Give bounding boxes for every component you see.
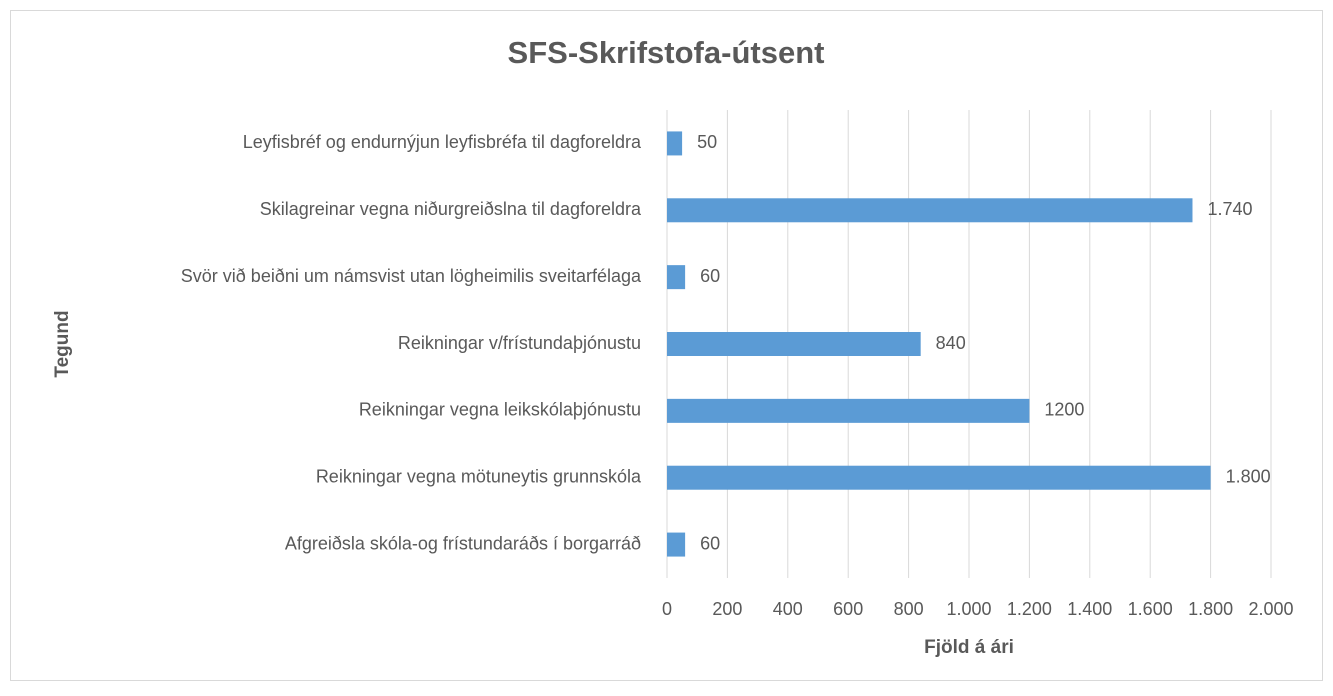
y-tick-label: Skilagreinar vegna niðurgreiðslna til da… xyxy=(260,199,642,219)
x-tick-label: 1.000 xyxy=(946,599,991,619)
bar xyxy=(667,265,686,290)
y-axis-title: Tegund xyxy=(52,310,73,377)
bar xyxy=(667,398,1030,423)
y-tick-label: Reikningar vegna leikskólaþjónustu xyxy=(359,400,641,420)
bar xyxy=(667,131,683,156)
value-label: 1200 xyxy=(1044,400,1084,420)
y-tick-label: Reikningar vegna mötuneytis grunnskóla xyxy=(316,466,642,486)
x-tick-label: 200 xyxy=(712,599,742,619)
bar xyxy=(667,465,1211,490)
y-tick-label: Afgreiðsla skóla-og frístundaráðs í borg… xyxy=(285,533,641,553)
x-tick-label: 1.400 xyxy=(1067,599,1112,619)
x-tick-label: 1.600 xyxy=(1128,599,1173,619)
value-label: 1.800 xyxy=(1226,466,1271,486)
x-tick-label: 600 xyxy=(833,599,863,619)
x-tick-label: 400 xyxy=(773,599,803,619)
x-tick-label: 800 xyxy=(894,599,924,619)
bar xyxy=(667,532,686,557)
value-label: 50 xyxy=(697,132,717,152)
x-tick-label: 1.200 xyxy=(1007,599,1052,619)
x-axis-title: Fjöld á ári xyxy=(924,637,1014,658)
value-label: 60 xyxy=(700,533,720,553)
y-tick-label: Svör við beiðni um námsvist utan lögheim… xyxy=(181,266,642,286)
value-label: 1.740 xyxy=(1207,199,1252,219)
y-tick-label: Reikningar v/frístundaþjónustu xyxy=(398,333,641,353)
x-tick-label: 0 xyxy=(662,599,672,619)
value-label: 60 xyxy=(700,266,720,286)
chart-title: SFS-Skrifstofa-útsent xyxy=(508,35,825,70)
y-tick-label: Leyfisbréf og endurnýjun leyfisbréfa til… xyxy=(243,132,642,152)
x-tick-label: 2.000 xyxy=(1248,599,1293,619)
bar xyxy=(667,198,1193,223)
value-label: 840 xyxy=(936,333,966,353)
bar xyxy=(667,332,921,356)
x-tick-label: 1.800 xyxy=(1188,599,1233,619)
